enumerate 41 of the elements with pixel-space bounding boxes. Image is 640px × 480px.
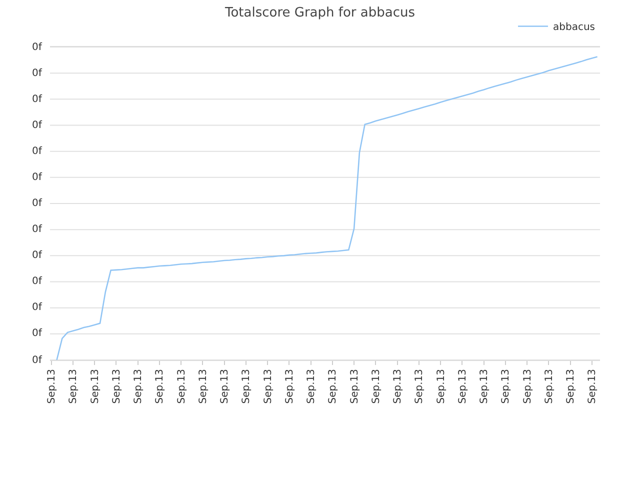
text: 0f — [32, 120, 42, 131]
x-tick-label: Sep.13 — [306, 369, 318, 404]
legend-label: abbacus — [553, 22, 595, 34]
x-tick-label: Sep.13 — [436, 369, 447, 404]
x-tick-label: Sep.13 — [176, 369, 188, 404]
x-tick-label: Sep.13 — [349, 369, 360, 404]
text: 0f — [32, 276, 42, 287]
x-tick-label: Sep.13 — [198, 369, 209, 404]
x-tick-label: Sep.13 — [457, 369, 468, 404]
text: 0f — [32, 198, 42, 209]
text: 0f — [32, 94, 42, 105]
chart-title: Totalscore Graph for abbacus — [224, 5, 416, 20]
text: 0f — [32, 68, 42, 79]
text: 0f — [32, 302, 42, 313]
x-tick-label: Sep.13 — [392, 369, 404, 404]
x-tick-label: Sep.13 — [522, 369, 534, 404]
x-tick-label: Sep.13 — [241, 369, 252, 404]
x-tick-label: Sep.13 — [111, 369, 122, 404]
text: 0f — [32, 250, 42, 261]
x-tick-label: Sep.13 — [90, 369, 101, 404]
x-tick-label: Sep.13 — [370, 369, 382, 404]
x-tick-label: Sep.13 — [414, 369, 426, 404]
x-tick-label: Sep.13 — [500, 369, 512, 404]
text: 0f — [32, 146, 42, 157]
x-tick-label: Sep.13 — [133, 369, 144, 404]
x-tick-label: Sep.13 — [262, 369, 274, 404]
x-tick-label: Sep.13 — [154, 369, 166, 404]
x-tick-label: Sep.13 — [544, 369, 555, 404]
x-tick-label: Sep.13 — [68, 369, 80, 404]
x-tick-label: Sep.13 — [284, 369, 296, 404]
text: 0f — [32, 172, 42, 183]
x-tick-label: Sep.13 — [220, 369, 231, 404]
x-tick-label: Sep.13 — [587, 369, 598, 404]
x-tick-label: Sep.13 — [46, 369, 58, 404]
x-tick-label: Sep.13 — [479, 369, 490, 404]
text: 0f — [32, 328, 42, 339]
x-tick-label: Sep.13 — [328, 369, 339, 404]
text: 0f — [32, 355, 42, 366]
text: 0f — [32, 42, 42, 53]
text: 0f — [32, 224, 42, 235]
x-tick-label: Sep.13 — [566, 369, 577, 404]
